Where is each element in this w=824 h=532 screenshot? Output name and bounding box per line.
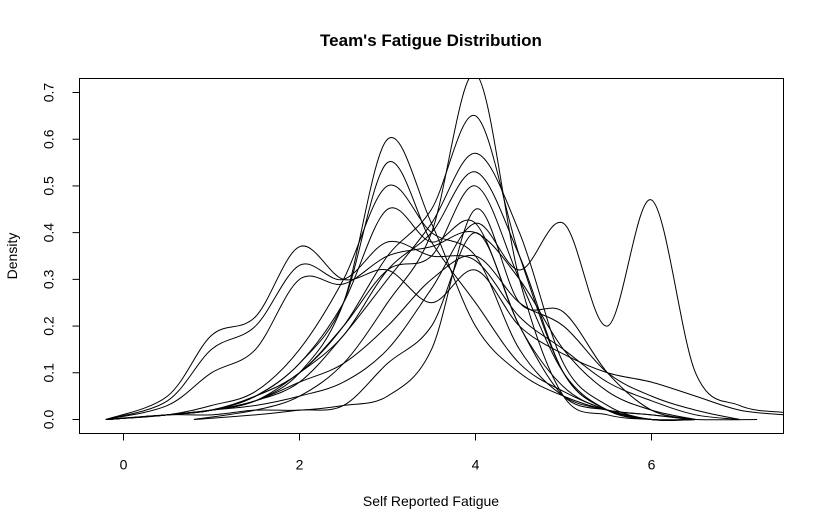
density-curve: [105, 254, 740, 420]
y-tick-label: 0.0: [41, 410, 57, 430]
density-curve: [105, 208, 696, 420]
y-tick-label: 0.2: [41, 316, 57, 336]
density-curves: [105, 78, 784, 422]
x-tick-label: 6: [648, 457, 656, 473]
density-curve: [105, 231, 696, 420]
x-axis-label: Self Reported Fatigue: [363, 493, 499, 509]
y-tick-label: 0.5: [41, 176, 57, 196]
y-axis: 0.0 0.1 0.2 0.3 0.4 0.5 0.6 0.7: [41, 83, 80, 430]
density-curve: [105, 245, 784, 420]
x-tick-label: 2: [296, 457, 304, 473]
density-curve: [105, 152, 696, 422]
x-axis: 0 2 4 6: [120, 433, 656, 473]
density-curve: [105, 185, 696, 421]
density-curve: [105, 115, 696, 421]
y-tick-label: 0.6: [41, 129, 57, 149]
density-curve: [105, 199, 784, 420]
y-axis-label: Density: [4, 233, 20, 280]
density-curve: [193, 232, 758, 421]
y-tick-label: 0.1: [41, 363, 57, 383]
y-tick-label: 0.4: [41, 223, 57, 243]
y-tick-label: 0.7: [41, 83, 57, 103]
density-curve: [105, 184, 696, 421]
x-tick-label: 4: [472, 457, 480, 473]
density-curve: [105, 171, 696, 421]
chart-title: Team's Fatigue Distribution: [320, 31, 542, 50]
y-tick-label: 0.3: [41, 269, 57, 289]
x-tick-label: 0: [120, 457, 128, 473]
density-curve: [193, 78, 696, 421]
